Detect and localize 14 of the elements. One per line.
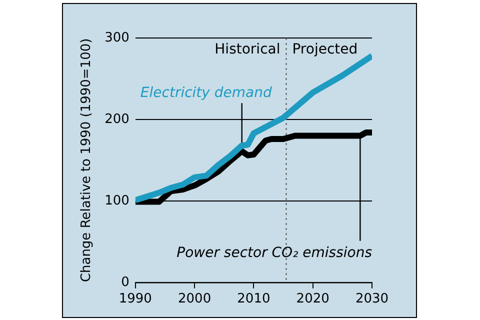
x-tick-label: 2000 (178, 292, 212, 307)
y-tick-label: 300 (104, 30, 130, 46)
x-tick-label: 2010 (237, 292, 270, 307)
y-tick-label: 200 (104, 112, 130, 127)
x-tick-label: 1990 (118, 292, 152, 307)
y-axis-title: Change Relative to 1990 (1990=100) (79, 38, 94, 282)
annotation: Projected (292, 42, 358, 58)
text: Power sector CO₂ emissions (176, 244, 372, 261)
y-tick-label: 0 (121, 274, 130, 290)
x-tick-label: 2030 (355, 292, 389, 307)
x-tick-label: 2020 (296, 292, 330, 307)
y-tick-label: 100 (104, 193, 130, 208)
annotation: Historical (214, 42, 280, 58)
series-label: Electricity demand (140, 85, 272, 102)
